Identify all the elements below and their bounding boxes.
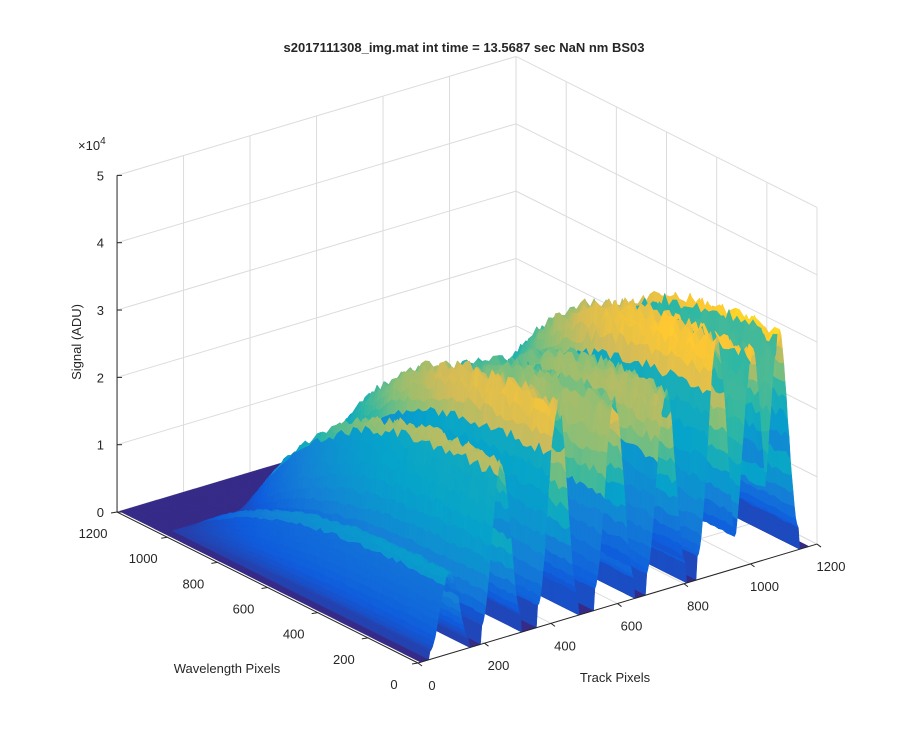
wall-grid-line <box>515 190 818 343</box>
surface-layer <box>118 290 810 663</box>
wall-grid-line <box>515 56 818 208</box>
wall-grid-line <box>116 55 517 176</box>
chart-title: s2017111308_img.mat int time = 13.5687 s… <box>284 40 645 55</box>
wall-grid-line <box>116 123 517 244</box>
wall-grid-line <box>116 257 517 378</box>
wall-grid-line <box>116 325 517 446</box>
wall-grid-line <box>515 123 818 276</box>
wall-grid-line <box>116 190 517 311</box>
